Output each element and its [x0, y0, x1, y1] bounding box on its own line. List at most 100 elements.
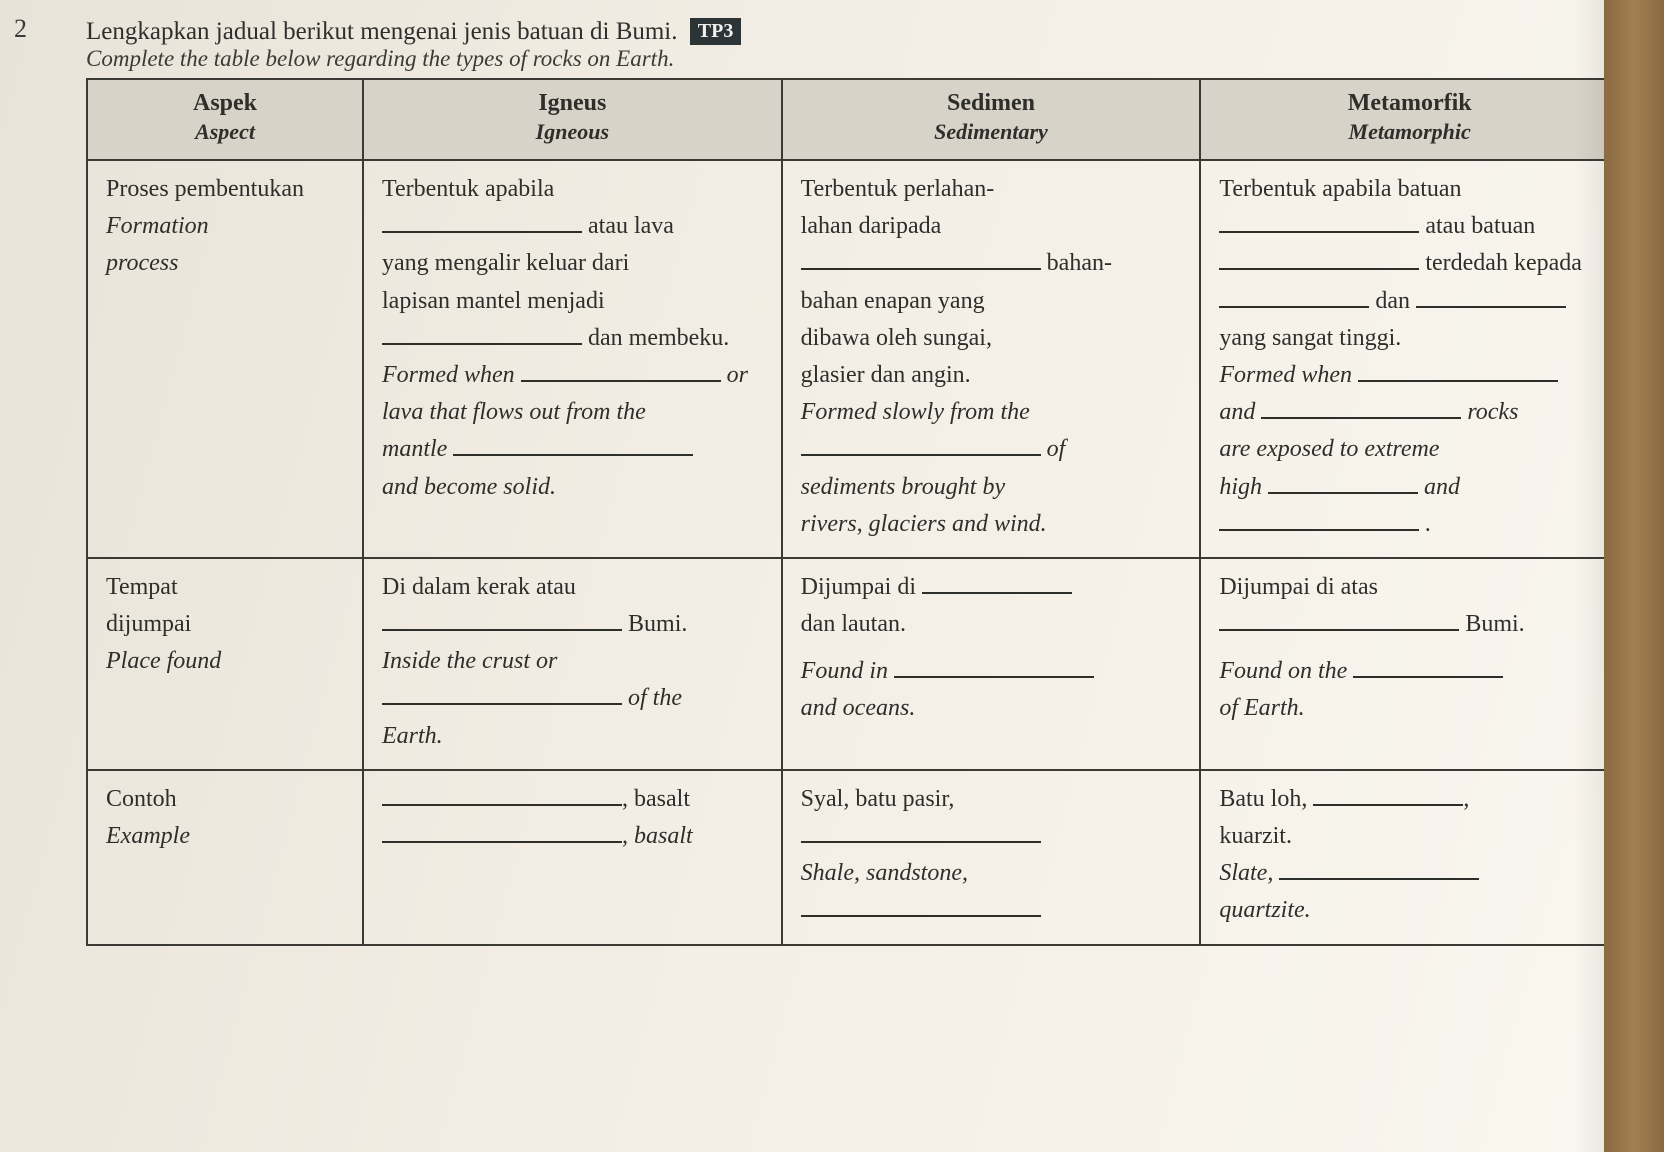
text: rocks — [1467, 399, 1518, 425]
question-heading: Lengkapkan jadual berikut mengenai jenis… — [86, 18, 1574, 72]
place-metamorphic: Dijumpai di atas Bumi. Found on the of E… — [1200, 558, 1619, 770]
th-sedimentary-en: Sedimentary — [801, 119, 1182, 145]
aspect-place: Tempat dijumpai Place found — [87, 558, 363, 770]
text: . — [1219, 506, 1600, 543]
text: . — [1425, 511, 1431, 537]
row-example: Contoh Example , basalt , basalt Syal, b… — [87, 770, 1619, 945]
blank[interactable] — [801, 435, 1041, 457]
blank[interactable] — [1353, 657, 1503, 679]
text: , basalt — [382, 781, 763, 818]
blank[interactable] — [521, 360, 721, 382]
text: high — [1219, 474, 1262, 500]
blank[interactable] — [1268, 472, 1418, 494]
text: , basalt — [622, 823, 693, 849]
blank[interactable] — [801, 821, 1041, 843]
text: Di dalam kerak atau — [382, 569, 763, 606]
text: and become solid. — [382, 469, 763, 506]
th-sedimentary-ms: Sedimen — [947, 90, 1035, 116]
text: rivers, glaciers and wind. — [801, 506, 1182, 543]
text: sediments brought by — [801, 469, 1182, 506]
text — [801, 818, 1182, 855]
text: lahan daripada — [801, 208, 1182, 245]
question-number: 2 — [14, 14, 27, 44]
formation-sedimentary: Terbentuk perlahan- lahan daripada bahan… — [782, 160, 1201, 558]
aspect-formation-ms: Proses pembentukan — [106, 171, 344, 208]
blank[interactable] — [1416, 286, 1566, 308]
text: dibawa oleh sungai, — [801, 320, 1182, 357]
blank[interactable] — [801, 896, 1041, 918]
place-igneous: Di dalam kerak atau Bumi. Inside the cru… — [363, 558, 782, 770]
blank[interactable] — [382, 323, 582, 345]
blank[interactable] — [382, 784, 622, 806]
blank[interactable] — [1279, 859, 1479, 881]
blank[interactable] — [801, 249, 1041, 271]
text: , basalt — [382, 818, 763, 855]
example-metamorphic: Batu loh, , kuarzit. Slate, quartzite. — [1200, 770, 1619, 945]
example-sedimentary: Syal, batu pasir, Shale, sandstone, — [782, 770, 1201, 945]
text: of the — [382, 680, 763, 717]
blank[interactable] — [382, 684, 622, 706]
text: Place found — [106, 643, 344, 680]
text: terdedah kepada — [1219, 245, 1600, 282]
blank[interactable] — [382, 821, 622, 843]
text: Found on the — [1219, 653, 1600, 690]
worksheet-page: 2 Lengkapkan jadual berikut mengenai jen… — [0, 0, 1664, 1152]
text: and rocks — [1219, 394, 1600, 431]
text: Formed when — [382, 362, 515, 388]
text: or — [727, 362, 748, 388]
blank[interactable] — [1358, 360, 1558, 382]
text: , basalt — [622, 786, 690, 812]
text: Formed when — [1219, 357, 1600, 394]
text: dijumpai — [106, 606, 344, 643]
blank[interactable] — [382, 212, 582, 234]
text — [801, 892, 1182, 929]
text: bahan enapan yang — [801, 283, 1182, 320]
blank[interactable] — [1219, 609, 1459, 631]
text: Found on the — [1219, 658, 1347, 684]
text: lapisan mantel menjadi — [382, 283, 763, 320]
blank[interactable] — [1261, 398, 1461, 420]
text: Slate, — [1219, 855, 1600, 892]
text: Dijumpai di — [801, 574, 916, 600]
text: Dijumpai di — [801, 569, 1182, 606]
desk-wood-edge — [1604, 0, 1664, 1152]
place-sedimentary: Dijumpai di dan lautan. Found in and oce… — [782, 558, 1201, 770]
blank[interactable] — [453, 435, 693, 457]
heading-main: Lengkapkan jadual berikut mengenai jenis… — [86, 18, 1574, 46]
th-metamorphic-en: Metamorphic — [1219, 119, 1600, 145]
blank[interactable] — [1219, 509, 1419, 531]
text: and — [1219, 399, 1255, 425]
blank[interactable] — [1219, 249, 1419, 271]
text: atau batuan — [1425, 213, 1535, 239]
text: dan membeku. — [382, 320, 763, 357]
th-metamorphic-ms: Metamorfik — [1348, 90, 1472, 116]
blank[interactable] — [922, 572, 1072, 594]
blank[interactable] — [382, 609, 622, 631]
text: yang mengalir keluar dari — [382, 245, 763, 282]
aspect-example: Contoh Example — [87, 770, 363, 945]
blank[interactable] — [1219, 212, 1419, 234]
text: Found in — [801, 653, 1182, 690]
th-sedimentary: Sedimen Sedimentary — [782, 79, 1201, 160]
th-aspect-en: Aspect — [106, 119, 344, 145]
example-igneous: , basalt , basalt — [363, 770, 782, 945]
row-place: Tempat dijumpai Place found Di dalam ker… — [87, 558, 1619, 770]
text: Bumi. — [628, 611, 687, 637]
blank[interactable] — [1219, 286, 1369, 308]
formation-igneous: Terbentuk apabila atau lava yang mengali… — [363, 160, 782, 558]
blank[interactable] — [1313, 784, 1463, 806]
text: are exposed to extreme — [1219, 431, 1600, 468]
text: Formed slowly from the — [801, 394, 1182, 431]
text: dan membeku. — [588, 325, 729, 351]
text: Formed when — [1219, 362, 1352, 388]
text: of Earth. — [1219, 690, 1600, 727]
text: atau batuan — [1219, 208, 1600, 245]
aspect-formation: Proses pembentukan Formation process — [87, 160, 363, 558]
tp-badge: TP3 — [690, 18, 742, 45]
heading-sub: Complete the table below regarding the t… — [86, 46, 1574, 72]
blank[interactable] — [894, 657, 1094, 679]
text: Earth. — [382, 718, 763, 755]
text: Inside the crust or — [382, 643, 763, 680]
text: Bumi. — [382, 606, 763, 643]
text: Dijumpai di atas — [1219, 569, 1600, 606]
